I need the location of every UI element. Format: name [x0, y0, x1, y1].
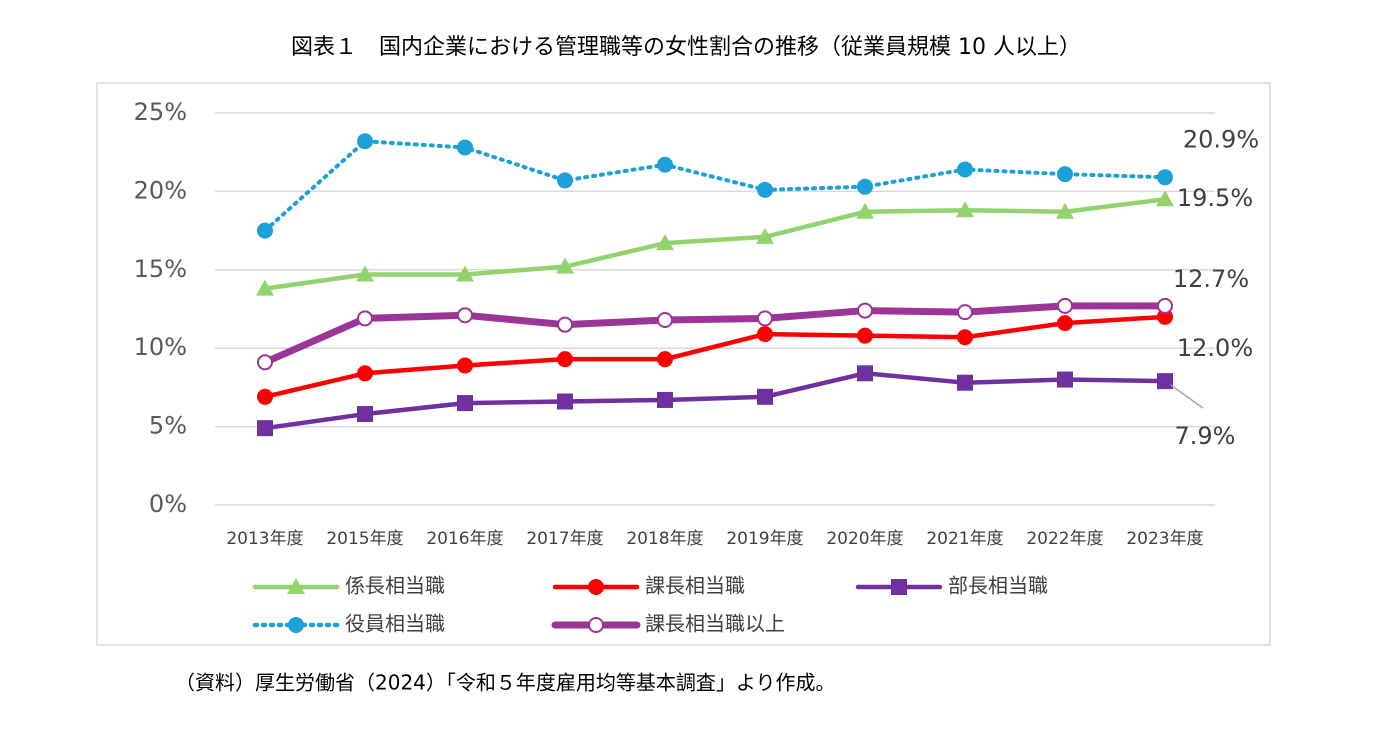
- data-point: [957, 329, 973, 346]
- y-tick-label: 10%: [134, 333, 187, 361]
- x-tick-label: 2013年度: [226, 529, 303, 549]
- data-point: [357, 133, 373, 150]
- data-point: [557, 351, 573, 368]
- data-point: [857, 302, 873, 319]
- x-tick-label: 2016年度: [426, 529, 503, 549]
- data-point: [957, 374, 973, 391]
- chart-title: 図表１ 国内企業における管理職等の女性割合の推移（従業員規模 10 人以上）: [291, 35, 1081, 60]
- data-point: [457, 395, 473, 412]
- data-point: [757, 310, 773, 327]
- legend-label: 課長相当職以上: [645, 612, 785, 636]
- data-point: [357, 365, 373, 382]
- legend-label: 役員相当職: [345, 612, 445, 636]
- data-point: [1157, 373, 1173, 390]
- data-point: [1157, 308, 1173, 325]
- data-point: [257, 354, 273, 371]
- data-point: [1056, 202, 1074, 219]
- legend-label: 係長相当職: [345, 574, 445, 598]
- legend-marker: [588, 579, 604, 595]
- data-point: [456, 265, 474, 282]
- data-label: 12.7%: [1173, 265, 1249, 293]
- legend-label: 課長相当職: [645, 574, 745, 598]
- data-point: [657, 351, 673, 368]
- data-point: [357, 310, 373, 327]
- legend-marker: [891, 579, 907, 595]
- data-point: [256, 279, 274, 296]
- data-label: 19.5%: [1177, 184, 1253, 212]
- data-point: [857, 365, 873, 382]
- legend-marker: [588, 617, 604, 633]
- data-point: [1157, 169, 1173, 186]
- data-point: [1156, 190, 1174, 207]
- x-tick-label: 2021年度: [926, 529, 1003, 549]
- data-point: [757, 388, 773, 405]
- x-tick-label: 2020年度: [826, 529, 903, 549]
- data-point: [457, 357, 473, 374]
- data-point: [557, 172, 573, 189]
- chart-frame: [96, 82, 1271, 646]
- series-line: [261, 302, 1169, 366]
- data-point: [357, 406, 373, 423]
- data-label: 7.9%: [1175, 422, 1236, 450]
- series-line: [262, 371, 1168, 431]
- x-tick-label: 2023年度: [1126, 529, 1203, 549]
- y-tick-label: 15%: [134, 255, 187, 283]
- data-label: 12.0%: [1177, 334, 1253, 362]
- x-tick-label: 2017年度: [526, 529, 603, 549]
- data-point: [756, 227, 774, 244]
- x-tick-label: 2019年度: [726, 529, 803, 549]
- data-point: [257, 222, 273, 239]
- data-point: [957, 304, 973, 321]
- y-tick-label: 25%: [134, 98, 187, 126]
- data-point: [656, 234, 674, 251]
- data-point: [657, 311, 673, 328]
- data-point: [957, 161, 973, 178]
- data-point: [857, 178, 873, 195]
- data-point: [757, 326, 773, 343]
- legend-marker: [287, 578, 305, 594]
- data-point: [457, 139, 473, 156]
- data-point: [557, 316, 573, 333]
- series-line: [262, 314, 1168, 400]
- data-point: [857, 327, 873, 344]
- data-point: [257, 420, 273, 437]
- y-tick-label: 20%: [134, 176, 187, 204]
- legend-marker: [288, 617, 304, 633]
- data-point: [356, 265, 374, 282]
- source-note: （資料）厚生労働省（2024）「令和５年度雇用均等基本調査」より作成。: [175, 671, 836, 695]
- legend-label: 部長相当職: [948, 574, 1048, 598]
- series-line: [263, 139, 1167, 233]
- data-point: [1057, 315, 1073, 332]
- data-point: [557, 393, 573, 410]
- data-point: [657, 391, 673, 408]
- x-tick-label: 2015年度: [326, 529, 403, 549]
- data-point: [1057, 166, 1073, 183]
- x-tick-label: 2018年度: [626, 529, 703, 549]
- y-tick-label: 5%: [149, 412, 187, 440]
- data-point: [757, 181, 773, 198]
- data-point: [956, 201, 974, 218]
- y-tick-label: 0%: [149, 490, 187, 518]
- leader-line: [1170, 384, 1204, 409]
- data-point: [257, 388, 273, 405]
- data-point: [1157, 297, 1173, 314]
- series-line: [262, 196, 1168, 291]
- data-point: [657, 156, 673, 173]
- data-point: [1057, 297, 1073, 314]
- data-label: 20.9%: [1183, 125, 1259, 153]
- data-point: [556, 257, 574, 274]
- x-tick-label: 2022年度: [1026, 529, 1103, 549]
- data-point: [856, 202, 874, 219]
- data-point: [1057, 371, 1073, 388]
- data-point: [457, 307, 473, 324]
